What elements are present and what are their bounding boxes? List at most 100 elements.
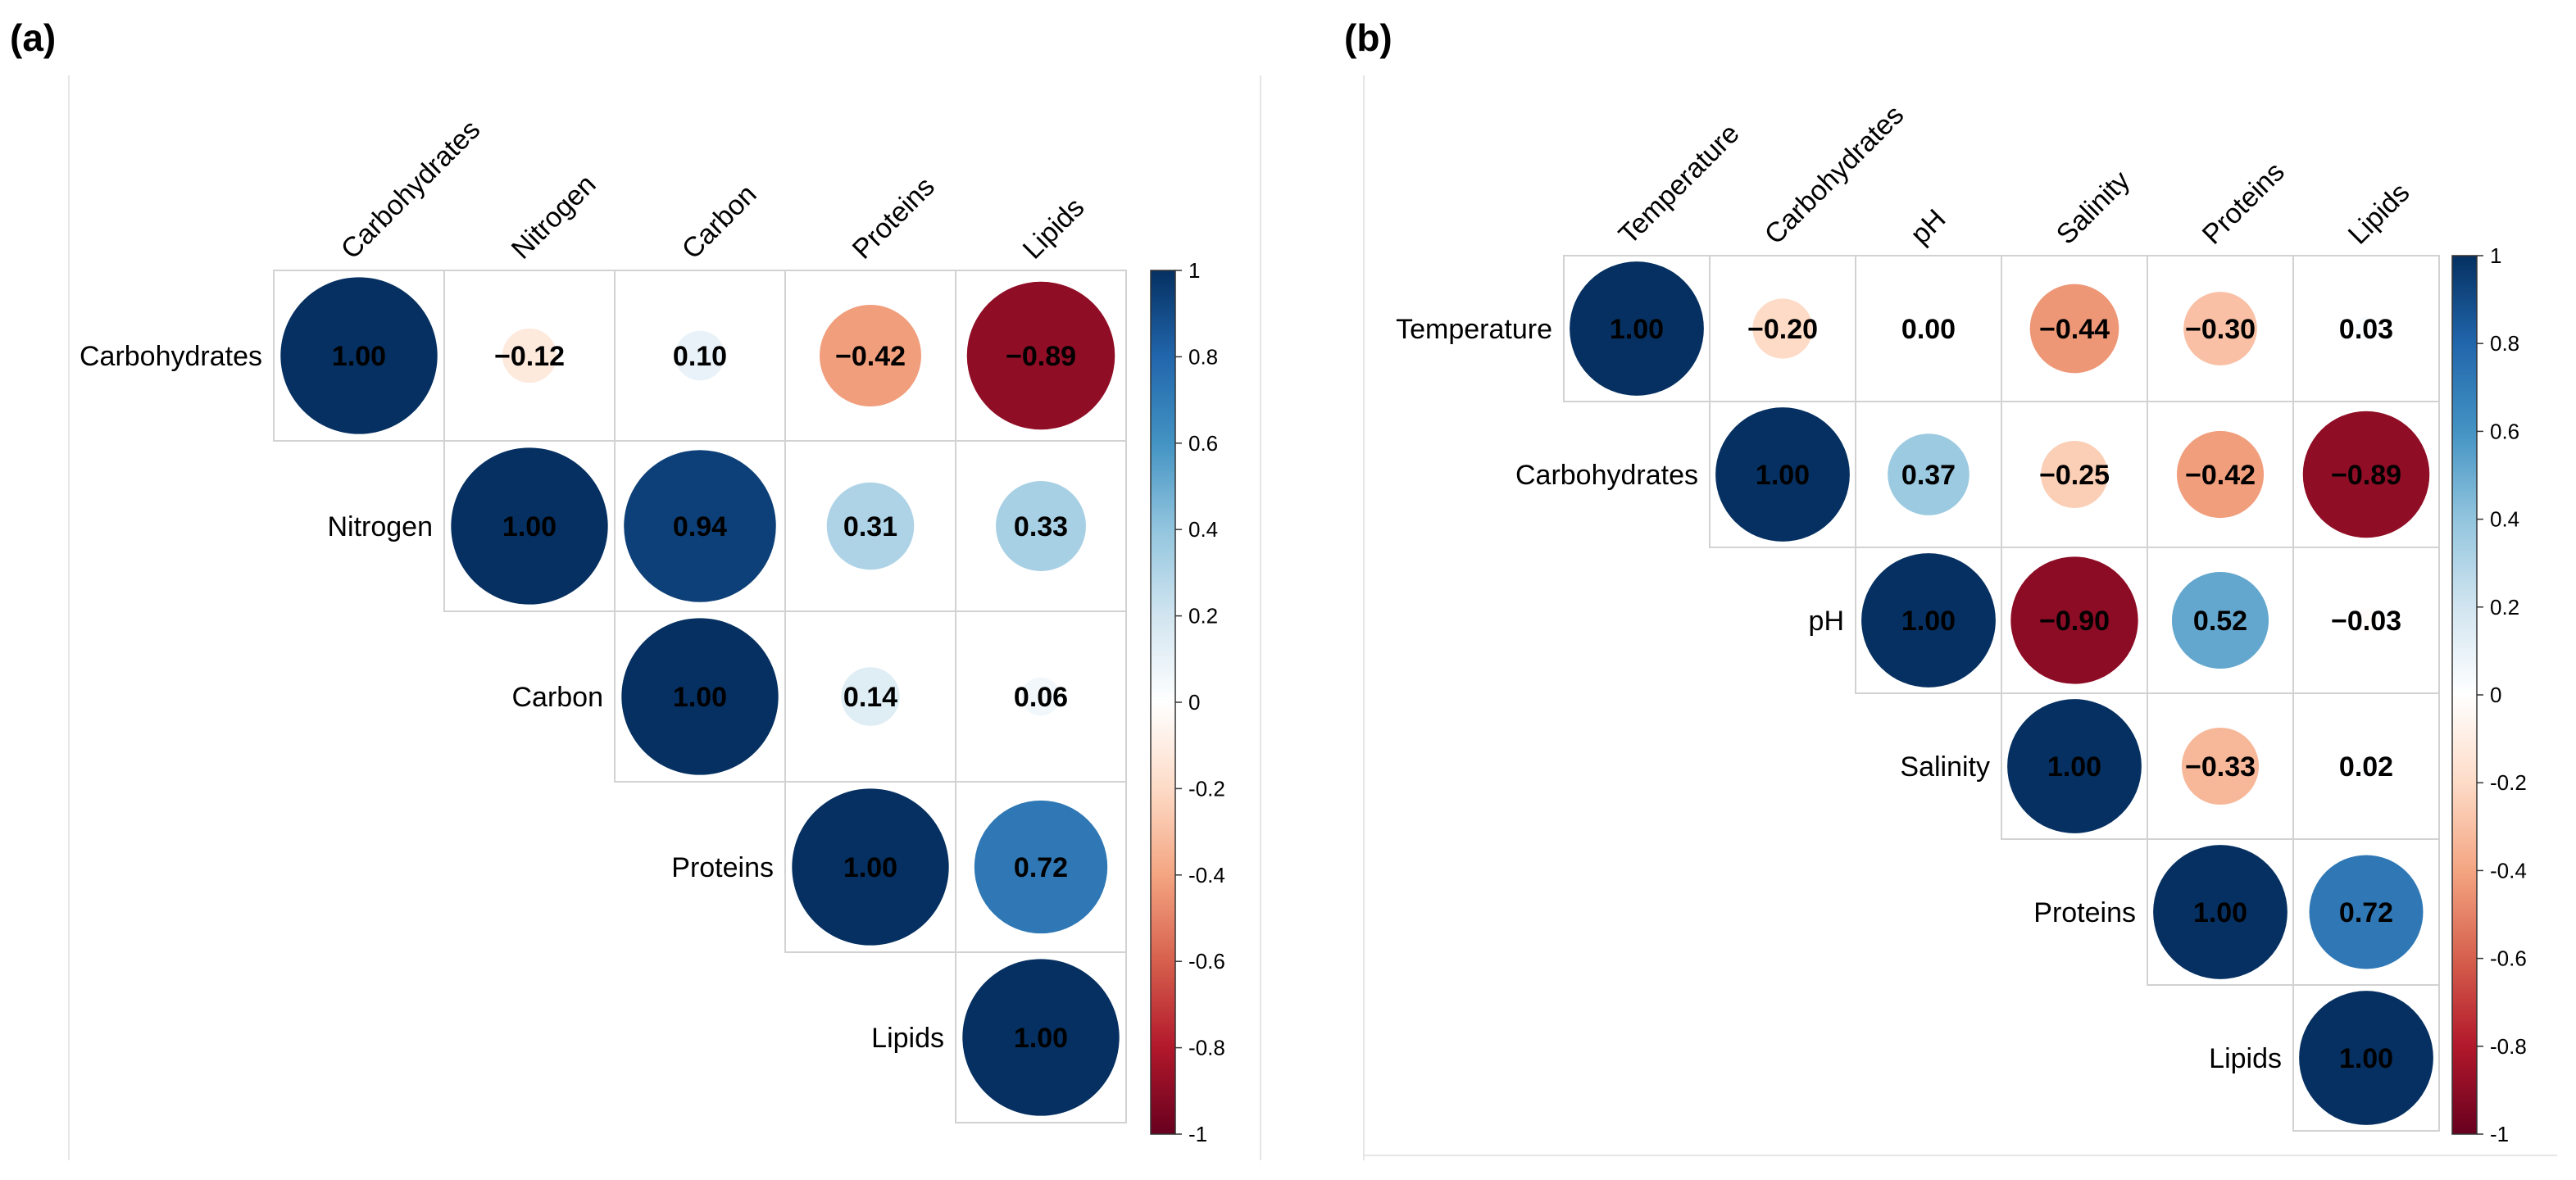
colorbar-tick-label: 0.6	[2490, 419, 2519, 443]
correlation-circle-carbohydrates-proteins	[819, 304, 922, 407]
row-label-carbohydrates: Carbohydrates	[80, 341, 262, 372]
colorbar-tick-label: -0.4	[1188, 863, 1225, 887]
correlation-circle-proteins-lipids	[974, 800, 1108, 934]
colorbar-tick-label: 1	[1188, 258, 1200, 283]
row-label-carbohydrates: Carbohydrates	[1515, 460, 1698, 491]
cell-value-label: −0.44	[2039, 314, 2110, 345]
column-label-carbon: Carbon	[676, 179, 763, 266]
panel-b: (b) 1.00 −0.20 0.00 −0.44 −0.30 0.03 1.00 0.37 −…	[1344, 16, 2557, 1160]
grid-cell	[2292, 984, 2440, 1132]
correlation-circle-salinity-salinity	[2007, 699, 2142, 833]
colorbar-tick-label: -1	[1188, 1122, 1207, 1146]
correlation-circle-proteins-proteins	[792, 788, 949, 946]
cell-value-label: −0.20	[1747, 314, 1818, 345]
colorbar-tick-label: 0.8	[2490, 331, 2519, 356]
correlation-circle-carbon-lipids	[1021, 677, 1061, 716]
colorbar-tick-label: 0.8	[1188, 344, 1218, 369]
cell-value-label: −0.42	[2185, 460, 2256, 491]
correlation-circle-carbohydrates-lipids	[2302, 411, 2430, 538]
panel-b-label: (b)	[1344, 16, 1392, 59]
correlation-circle-temperature-carbohydrates	[1752, 298, 1813, 359]
cell-value-label: 1.00	[502, 511, 557, 542]
grid-cell	[955, 951, 1127, 1123]
correlation-circle-carbohydrates-carbohydrates	[280, 277, 438, 434]
correlation-circle-nitrogen-nitrogen	[451, 447, 608, 605]
cell-value-label: 1.00	[2339, 1043, 2393, 1074]
correlation-circle-nitrogen-carbon	[624, 450, 776, 602]
row-label-lipids: Lipids	[2209, 1043, 2282, 1074]
colorbar	[2451, 255, 2478, 1135]
colorbar-tick-label: 0.6	[1188, 431, 1218, 456]
correlation-circle-ph-salinity	[2010, 556, 2138, 684]
correlation-circle-temperature-salinity	[2029, 284, 2119, 374]
cell-value-label: 0.72	[1014, 852, 1068, 883]
colorbar-tick-label: 0	[2490, 683, 2501, 707]
correlation-circle-ph-lipids	[2354, 608, 2378, 633]
correlation-circle-proteins-lipids	[2309, 855, 2424, 969]
colorbar	[1150, 270, 1176, 1135]
colorbar-tick-label: 0.2	[1188, 604, 1218, 629]
column-label-lipids: Lipids	[1017, 192, 1091, 266]
correlation-circle-lipids-lipids	[2299, 991, 2433, 1125]
cell-value-label: 0.10	[673, 341, 727, 372]
colorbar-tick-label: -0.8	[2490, 1034, 2527, 1059]
correlation-circle-temperature-lipids	[2354, 316, 2378, 341]
cell-value-label: 1.00	[1756, 460, 1810, 491]
correlation-circle-carbohydrates-lipids	[966, 281, 1115, 430]
correlation-circle-carbohydrates-carbon	[675, 330, 725, 381]
row-label-temperature: Temperature	[1396, 314, 1552, 345]
cell-value-label: 0.52	[2193, 606, 2247, 637]
column-label-nitrogen: Nitrogen	[506, 169, 602, 266]
correlation-circle-salinity-lipids	[2356, 756, 2376, 776]
correlation-circle-temperature-proteins	[2183, 292, 2257, 365]
correlation-circle-nitrogen-proteins	[826, 482, 915, 570]
cell-value-label: 1.00	[673, 682, 727, 713]
correlation-circle-ph-ph	[1861, 553, 1996, 688]
correlation-circle-carbon-carbon	[621, 618, 779, 775]
cell-value-label: −0.42	[835, 341, 906, 372]
cell-value-label: −0.89	[1006, 341, 1076, 372]
row-label-proteins: Proteins	[2033, 897, 2136, 928]
panel-a: (a) 1.00 −0.12 0.10 −0.42 −0.89 1.00 0.94 0.31 0…	[10, 16, 1261, 1160]
column-label-ph: pH	[1905, 203, 1952, 251]
colorbar-tick-label: -1	[2490, 1122, 2509, 1146]
column-label-carbohydrates: Carbohydrates	[335, 114, 487, 266]
cell-value-label: −0.33	[2185, 751, 2256, 783]
correlation-circle-proteins-proteins	[2153, 845, 2288, 979]
correlation-circle-carbohydrates-salinity	[2041, 441, 2108, 508]
cell-value-label: 1.00	[1610, 314, 1664, 345]
row-label-nitrogen: Nitrogen	[327, 511, 433, 542]
cell-value-label: −0.25	[2039, 460, 2110, 491]
correlation-circle-carbohydrates-ph	[1888, 433, 1969, 515]
correlation-circle-temperature-temperature	[1570, 261, 1704, 396]
cell-value-label: 1.00	[1901, 606, 1956, 637]
cell-value-label: −0.12	[494, 341, 565, 372]
correlation-circle-nitrogen-lipids	[996, 481, 1086, 571]
correlation-circle-carbohydrates-proteins	[2176, 430, 2265, 519]
row-label-lipids: Lipids	[871, 1023, 944, 1054]
cell-value-label: 0.14	[843, 682, 897, 713]
cell-value-label: 1.00	[2193, 897, 2247, 928]
cell-value-label: 1.00	[332, 341, 386, 372]
correlation-circle-carbohydrates-carbohydrates	[1715, 407, 1850, 542]
cell-value-label: 1.00	[843, 852, 897, 883]
colorbar-tick-label: -0.6	[2490, 946, 2527, 971]
colorbar-tick-label: 0.2	[2490, 595, 2519, 620]
cell-value-label: 0.33	[1014, 511, 1068, 542]
colorbar-tick-label: -0.2	[1188, 776, 1225, 801]
cell-value-label: 0.72	[2339, 897, 2393, 928]
colorbar-tick-label: 1	[2490, 243, 2501, 268]
cell-value-label: −0.30	[2185, 314, 2256, 345]
panel-a-label: (a)	[10, 16, 56, 59]
colorbar-tick-label: -0.6	[1188, 949, 1225, 974]
cell-value-label: 0.02	[2339, 751, 2393, 783]
cell-value-label: 0.00	[1901, 314, 1956, 345]
cell-value-label: 0.37	[1901, 460, 1956, 491]
column-label-temperature: Temperature	[1613, 118, 1746, 251]
colorbar-tick-label: -0.2	[2490, 770, 2527, 795]
correlation-circle-lipids-lipids	[962, 959, 1120, 1116]
colorbar-tick-label: 0.4	[2490, 507, 2519, 532]
colorbar-tick-label: 0	[1188, 690, 1200, 715]
colorbar-tick-label: -0.8	[1188, 1036, 1225, 1060]
